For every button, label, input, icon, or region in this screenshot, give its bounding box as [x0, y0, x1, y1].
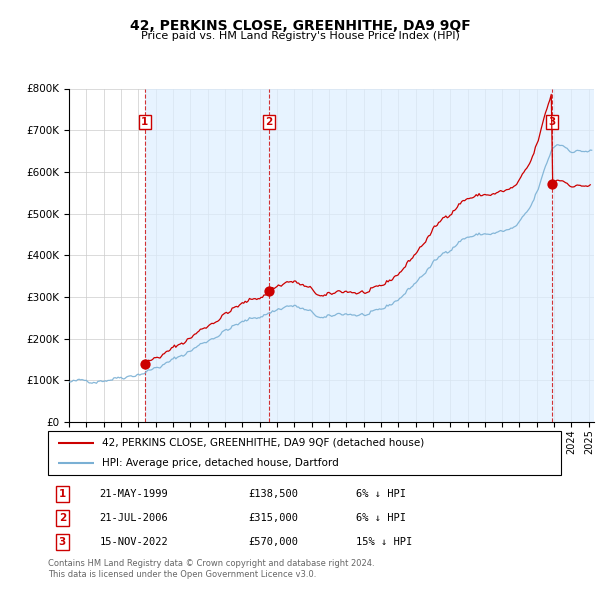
- Bar: [145, 88, 269, 422]
- Text: 42, PERKINS CLOSE, GREENHITHE, DA9 9QF (detached house): 42, PERKINS CLOSE, GREENHITHE, DA9 9QF (…: [102, 438, 424, 448]
- Text: 15% ↓ HPI: 15% ↓ HPI: [356, 537, 412, 548]
- Point: [140, 359, 149, 369]
- Bar: [269, 88, 552, 422]
- Text: 6% ↓ HPI: 6% ↓ HPI: [356, 513, 406, 523]
- Text: 3: 3: [59, 537, 66, 548]
- Text: 1: 1: [59, 489, 66, 499]
- Text: 21-MAY-1999: 21-MAY-1999: [100, 489, 168, 499]
- Text: 3: 3: [548, 117, 556, 127]
- Text: 15-NOV-2022: 15-NOV-2022: [100, 537, 168, 548]
- Text: 2: 2: [265, 117, 273, 127]
- Text: £315,000: £315,000: [248, 513, 298, 523]
- Text: 6% ↓ HPI: 6% ↓ HPI: [356, 489, 406, 499]
- Point: [547, 179, 557, 189]
- Bar: [552, 88, 594, 422]
- Text: 21-JUL-2006: 21-JUL-2006: [100, 513, 168, 523]
- Text: 1: 1: [141, 117, 149, 127]
- Text: 2: 2: [59, 513, 66, 523]
- Text: This data is licensed under the Open Government Licence v3.0.: This data is licensed under the Open Gov…: [48, 570, 316, 579]
- Text: 42, PERKINS CLOSE, GREENHITHE, DA9 9QF: 42, PERKINS CLOSE, GREENHITHE, DA9 9QF: [130, 19, 470, 33]
- Point: [265, 286, 274, 296]
- Text: Price paid vs. HM Land Registry's House Price Index (HPI): Price paid vs. HM Land Registry's House …: [140, 31, 460, 41]
- Text: Contains HM Land Registry data © Crown copyright and database right 2024.: Contains HM Land Registry data © Crown c…: [48, 559, 374, 568]
- Text: £138,500: £138,500: [248, 489, 298, 499]
- Text: £570,000: £570,000: [248, 537, 298, 548]
- FancyBboxPatch shape: [48, 431, 561, 475]
- Text: HPI: Average price, detached house, Dartford: HPI: Average price, detached house, Dart…: [102, 458, 338, 468]
